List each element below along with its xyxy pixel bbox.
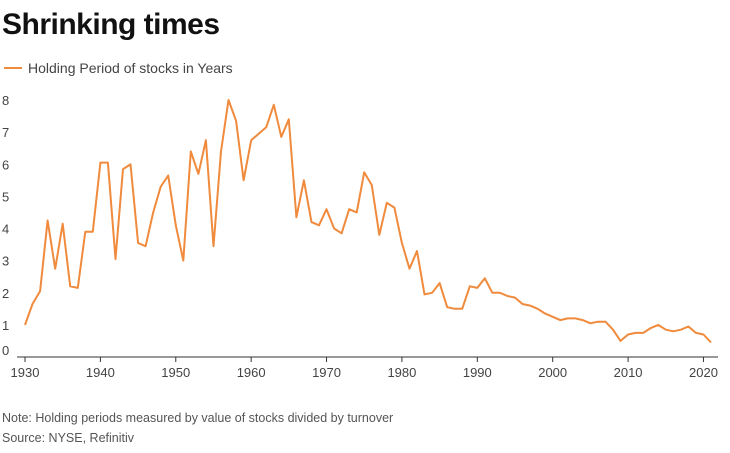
footnote: Note: Holding periods measured by value … <box>2 411 394 425</box>
legend: Holding Period of stocks in Years <box>4 60 233 76</box>
x-tick-label: 1930 <box>11 365 40 380</box>
y-tick-label: 7 <box>2 125 9 140</box>
y-tick-label: 2 <box>2 286 9 301</box>
x-tick-label: 1960 <box>237 365 266 380</box>
y-axis-ticks: 0 1 2 3 4 5 6 7 8 <box>2 93 9 358</box>
y-tick-label: 5 <box>2 189 9 204</box>
x-tick-label: 1940 <box>86 365 115 380</box>
y-tick-label: 6 <box>2 157 9 172</box>
y-tick-label: 0 <box>2 343 9 358</box>
series-line-holding-period <box>24 99 712 344</box>
y-tick-label: 1 <box>2 318 9 333</box>
legend-line-swatch <box>4 67 22 69</box>
x-tick-label: 1970 <box>312 365 341 380</box>
x-tick-label: 2020 <box>689 365 718 380</box>
x-axis-ticks: 1930 1940 1950 1960 1970 1980 1990 2000 2010 2020 <box>11 357 718 380</box>
y-tick-label: 4 <box>2 222 9 237</box>
x-tick-label: 2000 <box>538 365 567 380</box>
x-tick-label: 1990 <box>463 365 492 380</box>
x-tick-label: 1950 <box>161 365 190 380</box>
y-tick-label: 3 <box>2 254 9 269</box>
line-chart: 0 1 2 3 4 5 6 7 8 1930 1940 1950 1960 1970 1980 1990 20… <box>2 93 718 380</box>
y-tick-label: 8 <box>2 93 9 108</box>
legend-label: Holding Period of stocks in Years <box>28 60 233 76</box>
chart-title: Shrinking times <box>2 8 220 41</box>
x-tick-label: 2010 <box>614 365 643 380</box>
source-note: Source: NYSE, Refinitiv <box>2 431 134 445</box>
x-tick-label: 1980 <box>387 365 416 380</box>
